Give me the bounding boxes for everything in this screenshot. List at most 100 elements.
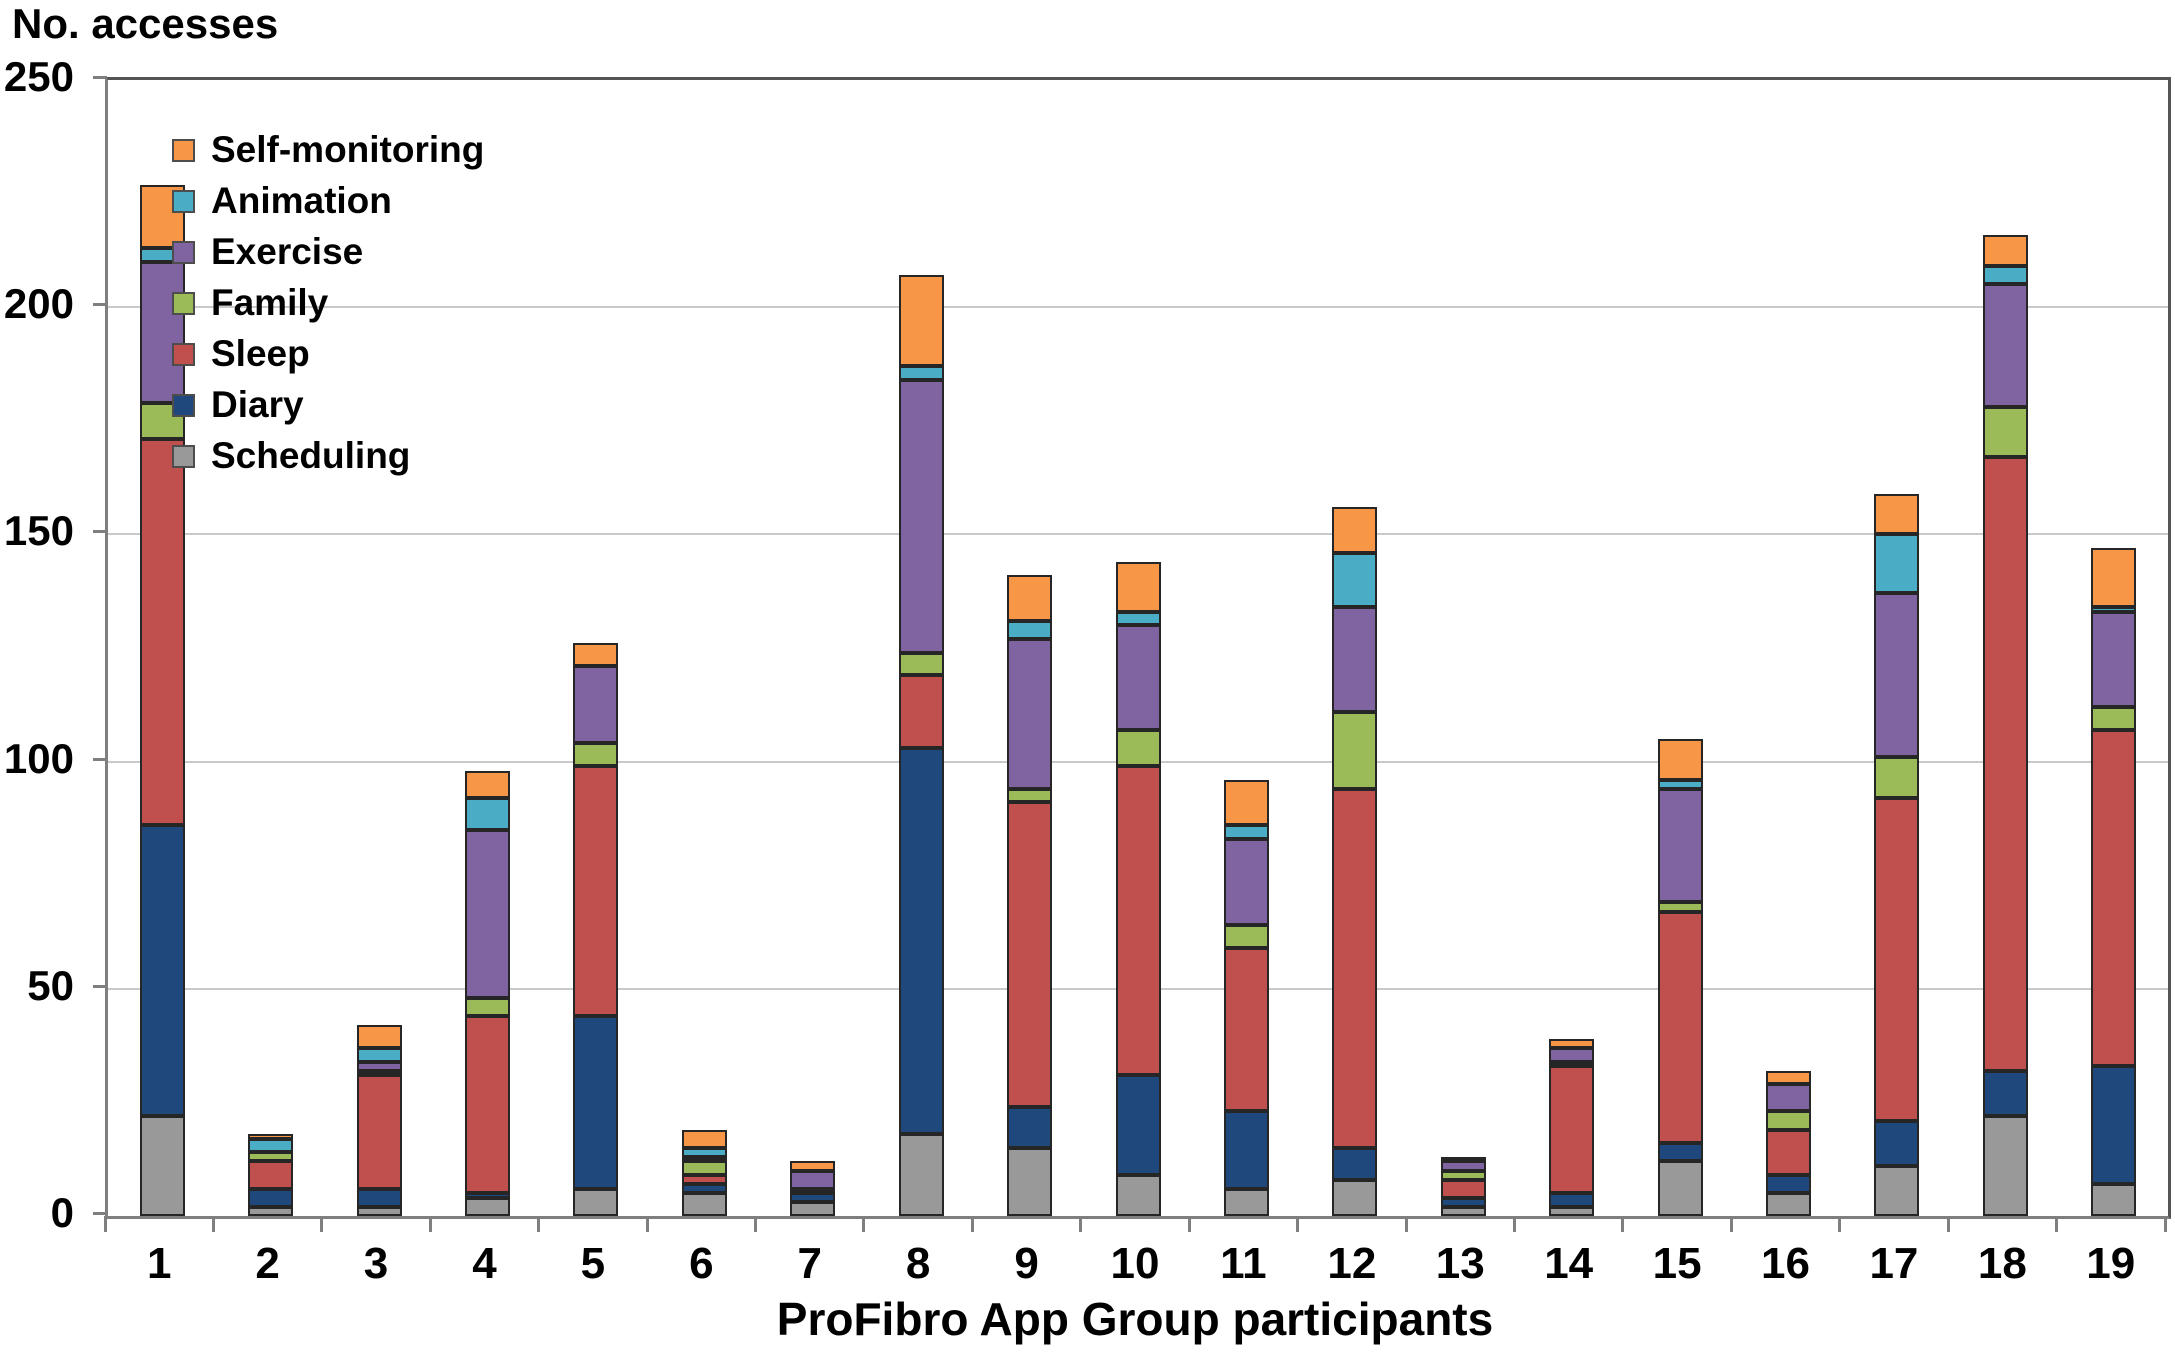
- bar-segment-19-animation: [2091, 607, 2137, 612]
- bar-segment-9-self-monitoring: [1007, 575, 1053, 621]
- x-tick-label-18: 18: [1977, 1239, 2027, 1288]
- y-axis-tick-100: [93, 757, 107, 761]
- bar-segment-2-sleep: [248, 1161, 294, 1189]
- x-tick-label-1: 1: [146, 1239, 172, 1288]
- x-tick-label-19: 19: [2086, 1239, 2136, 1288]
- bar-segment-6-animation: [681, 1147, 727, 1157]
- x-tick-label-10: 10: [1110, 1239, 1160, 1288]
- bar-segment-4-sleep: [464, 1016, 510, 1194]
- bar-participant-11: [1223, 779, 1269, 1216]
- x-tick-label-17: 17: [1869, 1239, 1919, 1288]
- bar-segment-15-self-monitoring: [1657, 738, 1703, 780]
- x-axis-tick-17: [1946, 1216, 1950, 1232]
- bar-segment-3-animation: [356, 1047, 402, 1062]
- x-tick-label-6: 6: [689, 1239, 714, 1288]
- legend-label: Self-monitoring: [211, 129, 485, 170]
- x-axis-tick-16: [1838, 1216, 1842, 1232]
- bar-segment-10-family: [1115, 729, 1161, 767]
- x-axis-tick-19: [2163, 1216, 2167, 1232]
- bar-segment-4-animation: [464, 797, 510, 830]
- bar-segment-17-self-monitoring: [1874, 493, 1920, 535]
- bar-segment-8-scheduling: [898, 1134, 944, 1216]
- bar-segment-18-family: [1982, 407, 2028, 458]
- bar-segment-15-scheduling: [1657, 1161, 1703, 1216]
- bar-segment-2-self-monitoring: [248, 1134, 294, 1139]
- bar-segment-2-scheduling: [248, 1206, 294, 1216]
- bar-participant-1: [139, 184, 185, 1216]
- bar-segment-5-family: [573, 743, 619, 767]
- bar-segment-5-sleep: [573, 766, 619, 1017]
- bar-participant-16: [1766, 1070, 1812, 1216]
- bar-segment-12-family: [1332, 711, 1378, 789]
- bar-segment-17-animation: [1874, 534, 1920, 594]
- x-axis-tick-13: [1512, 1216, 1516, 1232]
- bar-segment-7-diary: [790, 1193, 836, 1203]
- bar-segment-1-sleep: [139, 438, 185, 826]
- bar-segment-9-diary: [1007, 1106, 1053, 1148]
- bar-participant-15: [1657, 738, 1703, 1216]
- legend-swatch-sleep-icon: [172, 342, 195, 366]
- y-axis-tick-250: [93, 76, 107, 79]
- bar-segment-12-exercise: [1332, 607, 1378, 712]
- bar-segment-9-exercise: [1007, 638, 1053, 789]
- bar-segment-11-animation: [1223, 825, 1269, 839]
- bar-segment-2-family: [248, 1152, 294, 1162]
- bar-segment-8-diary: [898, 747, 944, 1135]
- bar-segment-19-self-monitoring: [2091, 548, 2137, 608]
- legend-item-exercise: Exercise: [172, 232, 484, 272]
- bar-segment-11-exercise: [1223, 838, 1269, 926]
- bar-segment-8-sleep: [898, 675, 944, 748]
- bar-segment-16-diary: [1766, 1175, 1812, 1194]
- bar-participant-18: [1982, 234, 2028, 1217]
- x-tick-label-11: 11: [1220, 1239, 1267, 1288]
- x-axis-tick-0: [103, 1216, 107, 1232]
- bar-participant-12: [1332, 507, 1378, 1216]
- bar-segment-4-scheduling: [464, 1197, 510, 1216]
- y-axis-tick-50: [93, 984, 107, 988]
- bar-segment-1-diary: [139, 825, 185, 1116]
- bar-segment-11-sleep: [1223, 947, 1269, 1112]
- bar-segment-3-self-monitoring: [356, 1025, 402, 1048]
- bar-participant-14: [1549, 1038, 1595, 1216]
- bar-segment-10-exercise: [1115, 625, 1161, 730]
- x-axis-tick-2: [320, 1216, 324, 1232]
- bar-segment-12-diary: [1332, 1147, 1378, 1180]
- legend-item-diary: Diary: [172, 385, 484, 425]
- plot-area: [105, 77, 2171, 1219]
- bar-participant-8: [898, 275, 944, 1216]
- bar-segment-13-family: [1440, 1170, 1486, 1180]
- y-axis-tick-200: [93, 303, 107, 307]
- bar-segment-8-family: [898, 652, 944, 676]
- bar-segment-3-family: [356, 1070, 402, 1076]
- legend-item-sleep: Sleep: [172, 334, 484, 374]
- x-tick-label-16: 16: [1761, 1239, 1810, 1288]
- bar-segment-12-animation: [1332, 552, 1378, 608]
- y-tick-label-0: 0: [50, 1189, 74, 1236]
- bar-segment-12-scheduling: [1332, 1179, 1378, 1216]
- x-axis-tick-12: [1404, 1216, 1408, 1232]
- bar-segment-7-exercise: [790, 1170, 836, 1189]
- x-axis-tick-4: [537, 1216, 541, 1232]
- bar-segment-4-self-monitoring: [464, 770, 510, 798]
- x-axis-tick-8: [970, 1216, 974, 1232]
- x-axis-tick-7: [862, 1216, 866, 1232]
- bar-segment-14-diary: [1549, 1193, 1595, 1207]
- x-axis-title: ProFibro App Group participants: [776, 1293, 1494, 1345]
- bar-segment-17-family: [1874, 757, 1920, 798]
- bar-segment-6-exercise: [681, 1156, 727, 1162]
- y-axis-tick-150: [93, 530, 107, 534]
- bar-segment-11-scheduling: [1223, 1188, 1269, 1216]
- bar-segment-3-diary: [356, 1188, 402, 1207]
- legend-item-scheduling: Scheduling: [172, 436, 484, 476]
- bar-participant-5: [573, 643, 619, 1216]
- bar-segment-17-scheduling: [1874, 1165, 1920, 1216]
- bar-segment-18-exercise: [1982, 284, 2028, 408]
- bar-segment-10-animation: [1115, 611, 1161, 626]
- legend-item-family: Family: [172, 283, 484, 323]
- y-tick-label-100: 100: [3, 734, 74, 782]
- bar-segment-15-sleep: [1657, 911, 1703, 1144]
- bar-segment-13-scheduling: [1440, 1206, 1486, 1216]
- bar-segment-18-scheduling: [1982, 1116, 2028, 1216]
- bar-segment-2-animation: [248, 1138, 294, 1153]
- bar-segment-6-self-monitoring: [681, 1129, 727, 1148]
